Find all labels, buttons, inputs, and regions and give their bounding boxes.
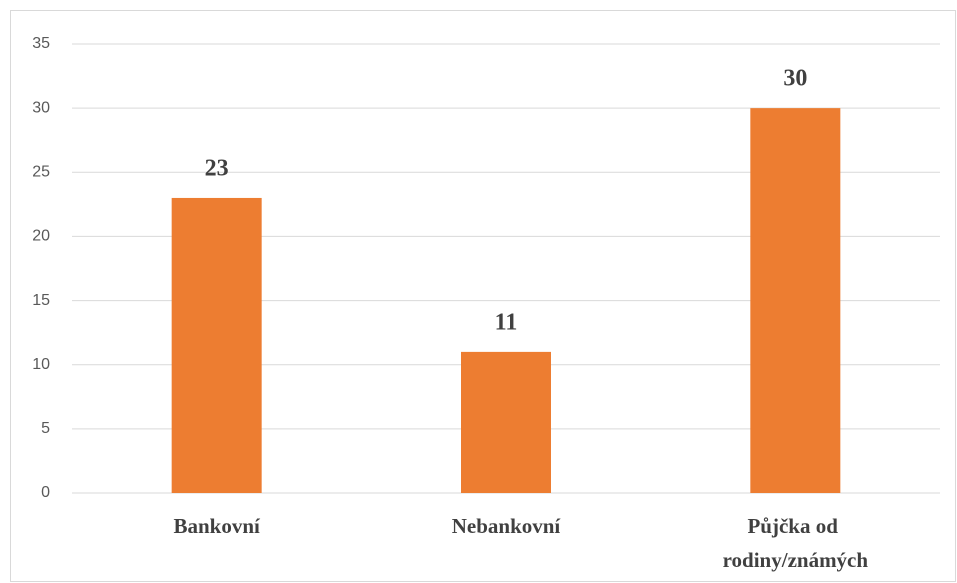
bar <box>750 108 841 494</box>
y-tick-label: 15 <box>32 292 50 309</box>
data-label: 11 <box>495 309 518 335</box>
y-tick-label: 0 <box>41 484 50 501</box>
x-tick-label-line: Bankovní <box>173 514 261 538</box>
x-tick-label-line: Půjčka od <box>747 514 843 538</box>
bar <box>171 197 262 493</box>
x-tick-label: Půjčka od rodiny/známých <box>723 514 869 572</box>
x-tick-label-line: rodiny/známých <box>723 548 869 572</box>
x-tick-label-line: Nebankovní <box>452 514 562 538</box>
y-tick-label: 35 <box>32 35 50 52</box>
y-tick-label: 25 <box>32 164 50 181</box>
y-tick-label: 5 <box>41 420 50 437</box>
y-tick-label: 30 <box>32 99 50 116</box>
y-tick-label: 20 <box>32 228 50 245</box>
x-tick-label: Nebankovní <box>452 514 562 538</box>
data-label: 30 <box>783 66 807 92</box>
y-tick-label: 10 <box>32 356 50 373</box>
x-tick-label: Bankovní <box>173 514 261 538</box>
data-label: 23 <box>205 155 229 181</box>
bar <box>461 351 551 493</box>
